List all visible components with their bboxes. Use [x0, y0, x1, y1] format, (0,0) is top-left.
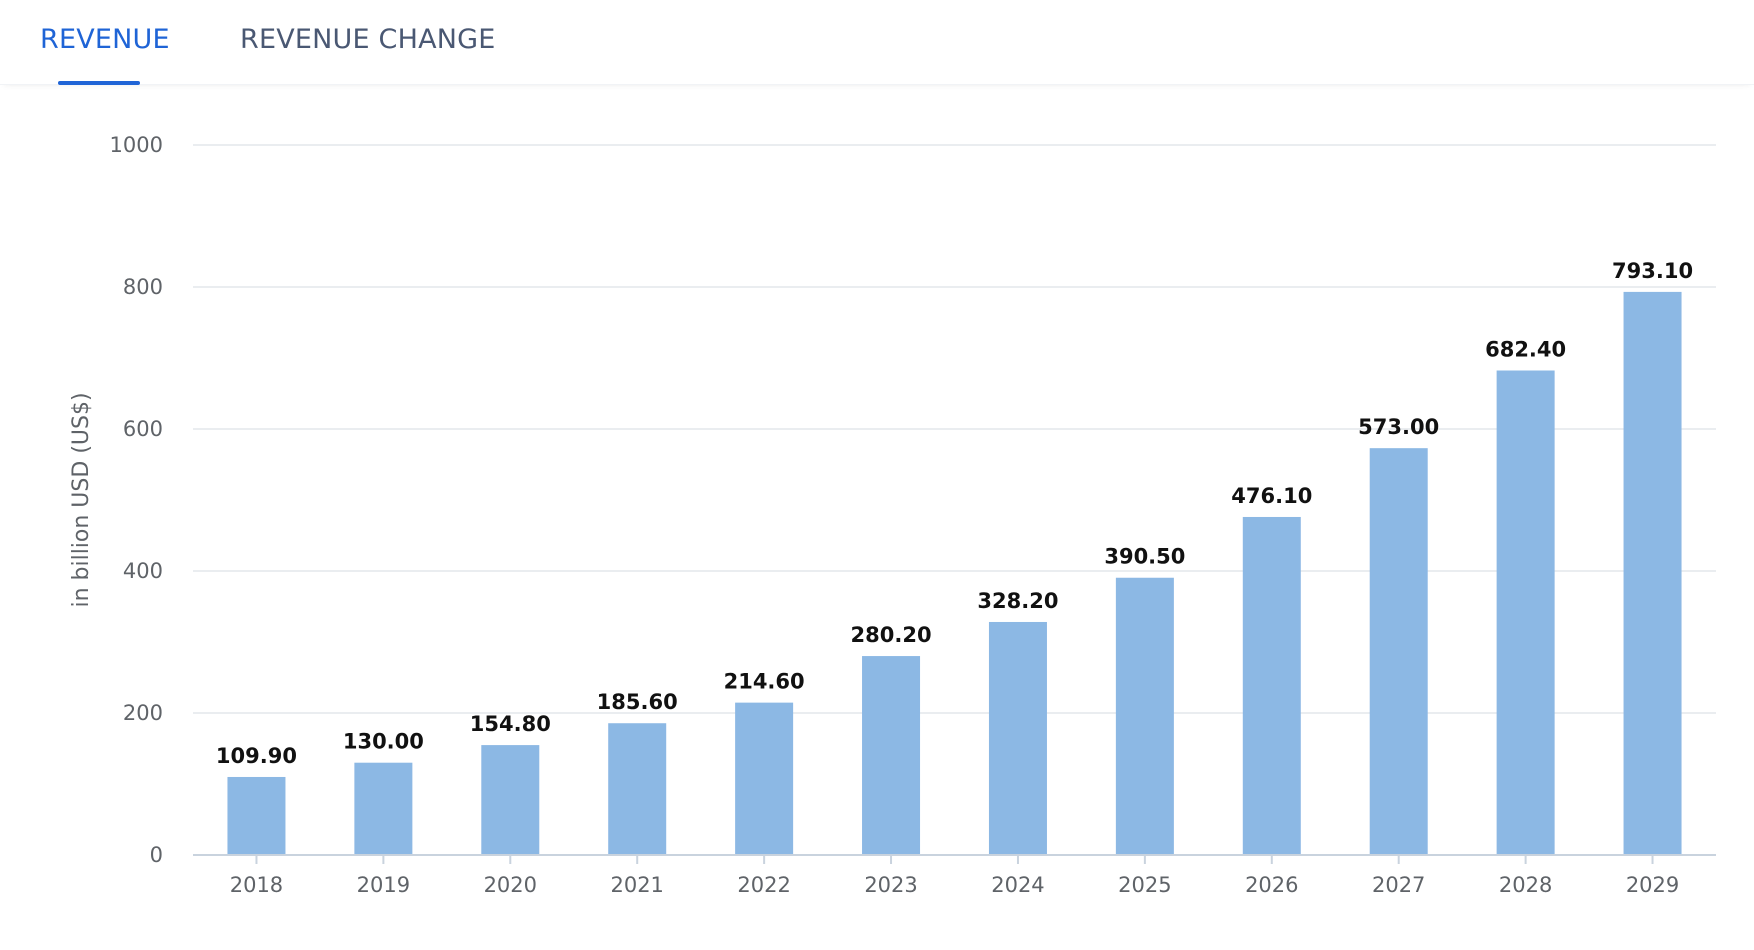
bar-2020[interactable] — [481, 745, 540, 855]
data-label: 109.90 — [216, 744, 297, 768]
x-tick-label: 2021 — [610, 873, 663, 897]
data-label: 214.60 — [724, 670, 805, 694]
x-tick-label: 2023 — [864, 873, 917, 897]
x-tick-label: 2029 — [1626, 873, 1679, 897]
bar-2027[interactable] — [1369, 448, 1428, 855]
bar-2023[interactable] — [862, 656, 921, 855]
x-tick-label: 2024 — [991, 873, 1044, 897]
data-label: 476.10 — [1231, 484, 1312, 508]
bar-2028[interactable] — [1496, 370, 1555, 855]
data-label: 154.80 — [470, 712, 551, 736]
data-label: 682.40 — [1485, 337, 1566, 361]
y-tick-label: 200 — [123, 701, 163, 725]
data-label: 328.20 — [977, 589, 1058, 613]
x-tick-label: 2028 — [1499, 873, 1552, 897]
data-label: 280.20 — [851, 623, 932, 647]
data-label: 390.50 — [1104, 545, 1185, 569]
x-tick-label: 2020 — [484, 873, 537, 897]
active-tab-indicator — [58, 81, 140, 85]
data-label: 185.60 — [597, 690, 678, 714]
bar-2025[interactable] — [1115, 577, 1174, 855]
y-tick-label: 600 — [123, 417, 163, 441]
y-tick-label: 1000 — [110, 133, 163, 157]
x-tick-label: 2026 — [1245, 873, 1298, 897]
bar-2029[interactable] — [1623, 291, 1682, 855]
tab-bar: REVENUE REVENUE CHANGE — [0, 0, 1754, 85]
y-tick-label: 0 — [150, 843, 163, 867]
x-tick-label: 2022 — [737, 873, 790, 897]
revenue-bar-chart: 0 200 400 600 800 1000 in billion USD (US$) 201… — [69, 133, 1716, 897]
bar-2019[interactable] — [354, 762, 413, 855]
y-tick-label: 400 — [123, 559, 163, 583]
x-tick-label: 2019 — [357, 873, 410, 897]
tab-revenue[interactable]: REVENUE — [40, 24, 170, 55]
bar-2018[interactable] — [227, 776, 286, 855]
x-tick-label: 2025 — [1118, 873, 1171, 897]
bar-2022[interactable] — [735, 702, 794, 855]
bar-2021[interactable] — [608, 723, 667, 855]
y-axis-title: in billion USD (US$) — [69, 392, 94, 607]
bar-2026[interactable] — [1242, 516, 1301, 855]
x-tick-label: 2027 — [1372, 873, 1425, 897]
data-label: 130.00 — [343, 730, 424, 754]
x-tick-label: 2018 — [230, 873, 283, 897]
data-label: 793.10 — [1612, 259, 1693, 283]
tab-revenue-change[interactable]: REVENUE CHANGE — [240, 24, 496, 55]
bar-2024[interactable] — [988, 621, 1047, 855]
data-label: 573.00 — [1358, 415, 1439, 439]
y-tick-label: 800 — [123, 275, 163, 299]
